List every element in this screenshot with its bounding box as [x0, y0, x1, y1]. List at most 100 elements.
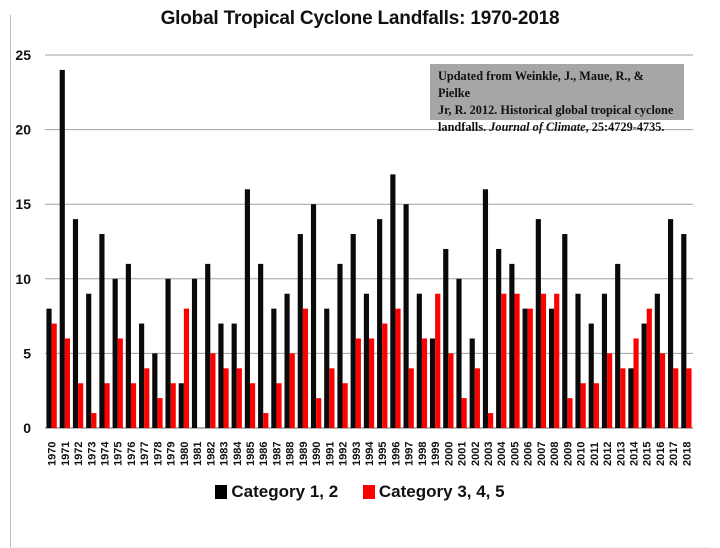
- x-tick-label: 2005: [509, 442, 521, 466]
- bar-cat345-1996: [395, 308, 401, 428]
- legend-swatch-red: [362, 485, 375, 499]
- bar-cat345-1982: [210, 353, 216, 428]
- x-tick-label: 1970: [47, 442, 59, 466]
- y-tick-label: 0: [23, 420, 31, 436]
- bar-cat12-1971: [59, 69, 65, 429]
- bar-cat345-2000: [448, 353, 454, 428]
- bar-cat345-2001: [461, 398, 467, 428]
- x-tick-label: 2009: [562, 442, 574, 466]
- bar-cat12-1995: [377, 219, 383, 428]
- bar-cat12-2018: [681, 234, 687, 428]
- bar-cat12-1997: [403, 204, 409, 428]
- bar-cat345-2002: [474, 368, 480, 428]
- bar-cat345-2014: [633, 338, 639, 428]
- bar-cat345-1986: [263, 413, 269, 428]
- bar-cat345-2018: [686, 368, 692, 428]
- bar-cat345-1984: [236, 368, 242, 428]
- bar-cat12-1986: [258, 263, 264, 428]
- x-tick-label: 2004: [496, 441, 508, 466]
- x-tick-label: 1975: [113, 442, 125, 466]
- x-tick-label: 2007: [536, 442, 548, 466]
- annotation-line-3: landfalls. Journal of Climate, 25:4729-4…: [438, 120, 665, 134]
- bar-cat12-1982: [205, 263, 211, 428]
- bar-cat12-2009: [562, 234, 568, 428]
- bar-cat345-1991: [329, 368, 335, 428]
- bar-cat12-1989: [297, 234, 303, 428]
- x-tick-label: 2011: [589, 442, 601, 466]
- y-tick-label: 5: [23, 345, 31, 361]
- bar-cat345-1971: [64, 338, 70, 428]
- bar-cat345-2010: [580, 383, 586, 428]
- x-tick-label: 2002: [470, 442, 482, 466]
- x-tick-label: 1977: [139, 442, 151, 466]
- bar-cat345-1999: [435, 293, 441, 428]
- x-tick-label: 1995: [377, 442, 389, 466]
- y-tick-label: 25: [15, 47, 31, 63]
- x-tick-label: 1972: [73, 442, 85, 466]
- bar-cat12-2010: [575, 293, 581, 428]
- legend-swatch-black: [215, 485, 228, 499]
- bar-cat12-1983: [218, 323, 224, 428]
- x-tick-label: 1986: [258, 442, 270, 466]
- bar-cat345-2012: [607, 353, 613, 428]
- x-tick-label: 1973: [86, 442, 98, 466]
- bar-cat12-1981: [191, 278, 198, 428]
- bar-cat12-2007: [535, 219, 541, 428]
- bar-cat345-2017: [673, 368, 679, 428]
- bar-cat12-1970: [46, 308, 52, 428]
- bar-cat12-1992: [337, 263, 343, 428]
- x-tick-label: 1982: [205, 442, 217, 466]
- bar-cat345-1975: [117, 338, 123, 428]
- legend: Category 1, 2 Category 3, 4, 5: [0, 482, 720, 504]
- x-tick-label: 2014: [628, 441, 640, 466]
- bar-cat345-2003: [488, 413, 494, 428]
- bar-cat345-1970: [51, 323, 57, 428]
- bar-cat345-2007: [540, 293, 547, 428]
- x-tick-label: 1985: [245, 442, 257, 466]
- bar-cat345-2008: [554, 293, 560, 428]
- legend-label: Category 1, 2: [231, 482, 339, 501]
- bar-cat12-2000: [443, 248, 449, 428]
- x-tick-label: 1994: [364, 441, 376, 466]
- bar-cat345-1972: [78, 383, 84, 428]
- x-tick-label: 1983: [219, 442, 231, 466]
- bar-cat345-1974: [104, 383, 110, 428]
- bar-cat345-2004: [501, 293, 507, 428]
- bar-cat12-1991: [324, 308, 330, 428]
- x-tick-label: 1980: [179, 442, 191, 466]
- bar-cat12-2012: [601, 293, 608, 428]
- y-tick-label: 15: [15, 196, 31, 212]
- x-tick-label: 1997: [404, 442, 416, 466]
- x-tick-label: 1971: [60, 442, 72, 466]
- citation-annotation: Updated from Weinkle, J., Maue, R., & Pi…: [430, 64, 684, 134]
- bar-cat345-1992: [342, 383, 348, 428]
- x-tick-label: 1988: [285, 442, 297, 466]
- bar-cat345-1978: [157, 398, 163, 428]
- bar-cat345-2011: [593, 383, 599, 428]
- x-tick-label: 2012: [602, 442, 614, 466]
- bar-cat12-1993: [350, 234, 356, 428]
- bar-cat12-1973: [86, 293, 92, 428]
- legend-item-cat12: Category 1, 2: [215, 482, 338, 502]
- bar-cat12-1979: [165, 278, 171, 428]
- bar-cat345-2015: [646, 308, 652, 428]
- bar-cat345-1979: [170, 383, 176, 428]
- bar-cat12-1978: [152, 353, 158, 428]
- bar-cat12-1977: [139, 323, 145, 428]
- bars: [46, 69, 692, 429]
- chart-title: Global Tropical Cyclone Landfalls: 1970-…: [160, 8, 560, 29]
- bar-cat12-1987: [271, 308, 277, 428]
- x-tick-label: 2015: [642, 442, 654, 466]
- bar-cat345-1985: [249, 383, 256, 428]
- legend-label: Category 3, 4, 5: [378, 482, 505, 501]
- x-axis-ticks: 1970 1971 1972 1973 1974 1975 1976 1977 1978 1979…: [47, 441, 694, 466]
- x-tick-label: 1974: [100, 441, 112, 466]
- x-tick-label: 1978: [152, 442, 164, 466]
- x-tick-label: 2008: [549, 442, 561, 466]
- bar-cat345-1995: [382, 323, 388, 428]
- bar-cat345-1990: [316, 398, 322, 428]
- bar-cat345-2016: [659, 353, 666, 428]
- bar-cat12-1990: [310, 204, 317, 428]
- bar-cat12-2001: [456, 278, 462, 428]
- bar-cat12-1974: [99, 234, 105, 428]
